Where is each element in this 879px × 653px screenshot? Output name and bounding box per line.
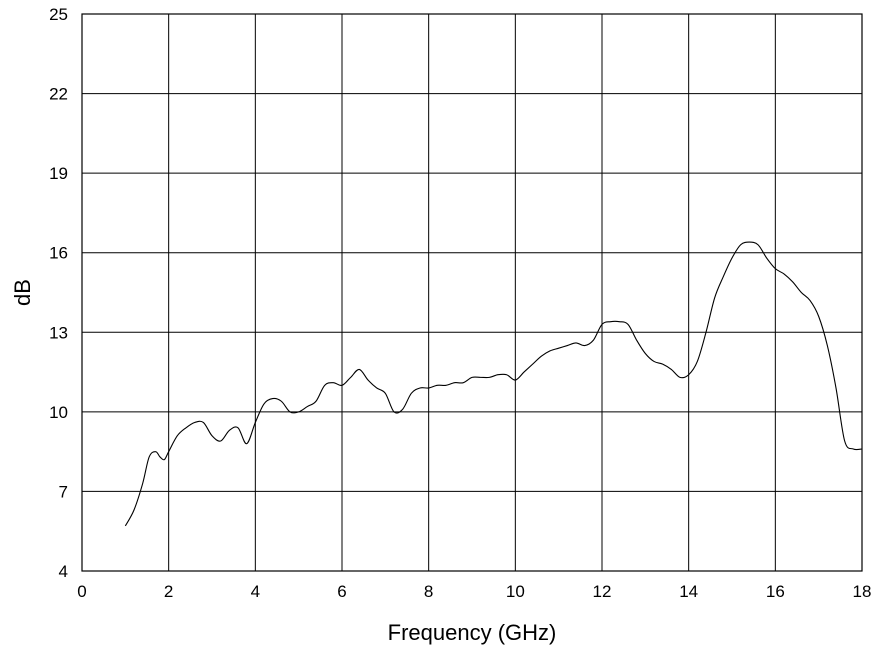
x-tick-label: 6 xyxy=(337,582,346,601)
y-axis-title: dB xyxy=(10,279,35,306)
y-tick-label: 4 xyxy=(59,562,68,581)
x-tick-label: 2 xyxy=(164,582,173,601)
x-tick-label: 18 xyxy=(853,582,872,601)
y-tick-label: 19 xyxy=(49,164,68,183)
x-axis-title: Frequency (GHz) xyxy=(388,620,557,645)
x-tick-labels: 0 2 4 6 8 10 12 14 16 18 xyxy=(77,582,871,601)
x-tick-label: 12 xyxy=(593,582,612,601)
y-tick-label: 22 xyxy=(49,85,68,104)
x-tick-label: 10 xyxy=(506,582,525,601)
x-tick-label: 16 xyxy=(766,582,785,601)
y-tick-label: 13 xyxy=(49,323,68,342)
grid xyxy=(82,14,862,571)
y-tick-labels: 4 7 10 13 16 19 22 25 xyxy=(49,5,68,581)
y-tick-label: 10 xyxy=(49,403,68,422)
series-line xyxy=(124,241,863,527)
plot-frame xyxy=(81,13,863,572)
y-tick-label: 16 xyxy=(49,244,68,263)
y-tick-label: 7 xyxy=(59,482,68,501)
y-tick-label: 25 xyxy=(49,5,68,24)
x-tick-label: 14 xyxy=(679,582,698,601)
x-tick-label: 8 xyxy=(424,582,433,601)
x-tick-label: 0 xyxy=(77,582,86,601)
x-tick-label: 4 xyxy=(251,582,260,601)
